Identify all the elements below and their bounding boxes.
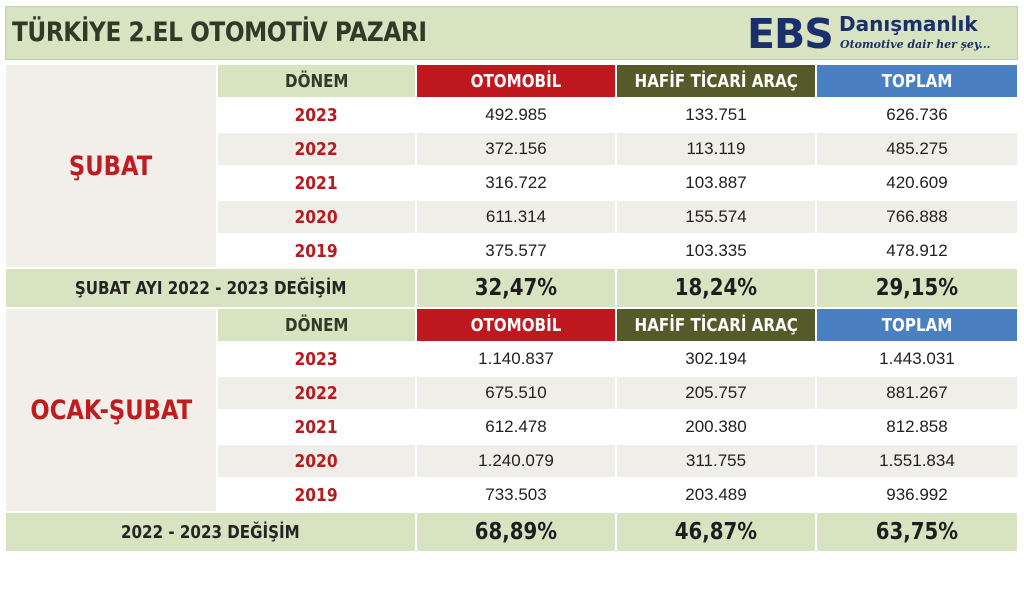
- cell-otomobil: 372.156: [416, 132, 616, 166]
- period-year: 2023: [217, 98, 416, 132]
- change-label: ŞUBAT AYI 2022 - 2023 DEĞİŞİM: [5, 268, 416, 308]
- cell-otomobil: 733.503: [416, 478, 616, 512]
- header-donem: DÖNEM: [217, 64, 416, 98]
- cell-hafif-ticari: 103.335: [616, 234, 816, 268]
- cell-otomobil: 492.985: [416, 98, 616, 132]
- period-year: 2021: [217, 410, 416, 444]
- header-bar: TÜRKİYE 2.EL OTOMOTİV PAZARI EBS Danışma…: [5, 6, 1018, 60]
- section-label: OCAK-ŞUBAT: [5, 308, 217, 512]
- cell-otomobil: 316.722: [416, 166, 616, 200]
- period-year: 2019: [217, 234, 416, 268]
- cell-toplam: 420.609: [816, 166, 1018, 200]
- header-otomobil: OTOMOBİL: [416, 308, 616, 342]
- period-year: 2021: [217, 166, 416, 200]
- cell-toplam: 881.267: [816, 376, 1018, 410]
- logo-tagline: Otomotive dair her şey...: [840, 38, 991, 51]
- cell-toplam: 766.888: [816, 200, 1018, 234]
- cell-otomobil: 675.510: [416, 376, 616, 410]
- cell-otomobil: 1.140.837: [416, 342, 616, 376]
- header-hafif-ticari: HAFİF TİCARİ ARAÇ: [616, 64, 816, 98]
- logo: EBS Danışmanlık Otomotive dair her şey..…: [747, 11, 1009, 57]
- cell-toplam: 626.736: [816, 98, 1018, 132]
- change-hafif-ticari: 46,87%: [616, 512, 816, 552]
- cell-otomobil: 612.478: [416, 410, 616, 444]
- cell-hafif-ticari: 113.119: [616, 132, 816, 166]
- period-year: 2023: [217, 342, 416, 376]
- cell-otomobil: 1.240.079: [416, 444, 616, 478]
- header-hafif-ticari: HAFİF TİCARİ ARAÇ: [616, 308, 816, 342]
- cell-hafif-ticari: 203.489: [616, 478, 816, 512]
- cell-toplam: 478.912: [816, 234, 1018, 268]
- cell-otomobil: 375.577: [416, 234, 616, 268]
- cell-hafif-ticari: 205.757: [616, 376, 816, 410]
- header-toplam: TOPLAM: [816, 308, 1018, 342]
- cell-toplam: 1.551.834: [816, 444, 1018, 478]
- cell-hafif-ticari: 302.194: [616, 342, 816, 376]
- cell-hafif-ticari: 200.380: [616, 410, 816, 444]
- change-otomobil: 68,89%: [416, 512, 616, 552]
- header-donem: DÖNEM: [217, 308, 416, 342]
- logo-name: Danışmanlık: [839, 12, 978, 36]
- sales-table: ŞUBAT DÖNEM OTOMOBİL HAFİF TİCARİ ARAÇ TOPLA…: [5, 64, 1018, 552]
- change-hafif-ticari: 18,24%: [616, 268, 816, 308]
- cell-toplam: 485.275: [816, 132, 1018, 166]
- section-label: ŞUBAT: [5, 64, 217, 268]
- period-year: 2019: [217, 478, 416, 512]
- change-toplam: 29,15%: [816, 268, 1018, 308]
- cell-hafif-ticari: 133.751: [616, 98, 816, 132]
- change-toplam: 63,75%: [816, 512, 1018, 552]
- header-otomobil: OTOMOBİL: [416, 64, 616, 98]
- cell-hafif-ticari: 155.574: [616, 200, 816, 234]
- change-label: 2022 - 2023 DEĞİŞİM: [5, 512, 416, 552]
- period-year: 2020: [217, 444, 416, 478]
- page-title: TÜRKİYE 2.EL OTOMOTİV PAZARI: [12, 17, 427, 48]
- cell-otomobil: 611.314: [416, 200, 616, 234]
- logo-mark: EBS: [747, 10, 834, 58]
- header-toplam: TOPLAM: [816, 64, 1018, 98]
- period-year: 2022: [217, 376, 416, 410]
- cell-hafif-ticari: 311.755: [616, 444, 816, 478]
- change-otomobil: 32,47%: [416, 268, 616, 308]
- period-year: 2022: [217, 132, 416, 166]
- cell-toplam: 1.443.031: [816, 342, 1018, 376]
- cell-toplam: 812.858: [816, 410, 1018, 444]
- period-year: 2020: [217, 200, 416, 234]
- cell-toplam: 936.992: [816, 478, 1018, 512]
- cell-hafif-ticari: 103.887: [616, 166, 816, 200]
